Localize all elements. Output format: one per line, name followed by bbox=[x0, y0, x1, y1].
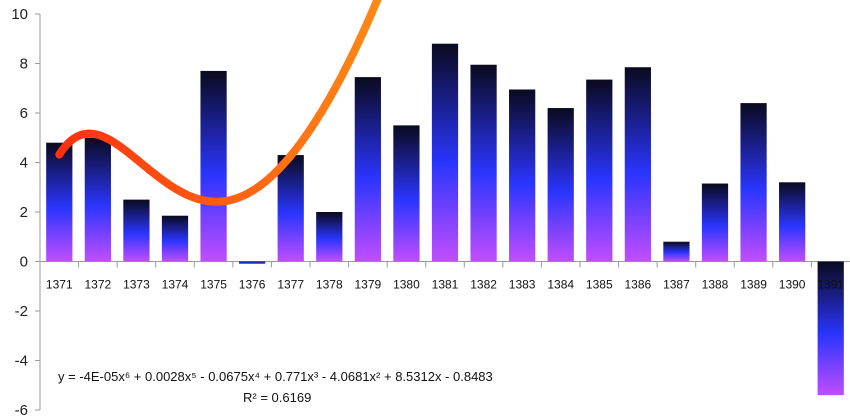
x-tick-label: 1372 bbox=[85, 278, 112, 292]
bar bbox=[316, 212, 343, 262]
bar bbox=[200, 70, 227, 262]
y-tick-label: 6 bbox=[20, 105, 28, 122]
y-tick-labels: -6 -4 -2 0 2 4 6 8 10 bbox=[11, 6, 40, 416]
bar bbox=[663, 241, 690, 262]
bar bbox=[431, 43, 459, 262]
x-tick-label: 1388 bbox=[702, 278, 729, 292]
y-tick-label: -6 bbox=[15, 402, 28, 416]
y-tick-label: 4 bbox=[20, 155, 28, 172]
bar bbox=[509, 89, 536, 262]
x-tick-label: 1376 bbox=[239, 278, 266, 292]
x-tick-label: 1374 bbox=[162, 278, 189, 292]
x-tick-label: 1385 bbox=[586, 278, 613, 292]
bar-series bbox=[46, 43, 844, 396]
bar bbox=[779, 182, 806, 262]
trendline-equation: y = -4E-05x⁶ + 0.0028x⁵ - 0.0675x⁴ + 0.7… bbox=[58, 369, 493, 384]
bar bbox=[123, 199, 150, 262]
y-tick-label: 10 bbox=[11, 6, 28, 23]
x-tick-label: 1375 bbox=[200, 278, 227, 292]
bar bbox=[84, 137, 111, 262]
trendline bbox=[55, 0, 382, 206]
bar bbox=[586, 79, 613, 262]
bar bbox=[393, 125, 420, 262]
bar bbox=[470, 64, 497, 262]
bar bbox=[701, 183, 729, 262]
category-labels: 1371 1372 1373 1374 1375 1376 1377 1378 1379 1380… bbox=[39, 261, 844, 292]
bar bbox=[354, 77, 381, 262]
y-tick-label: 2 bbox=[20, 204, 28, 221]
x-tick-label: 1371 bbox=[46, 278, 73, 292]
x-tick-label: 1383 bbox=[509, 278, 536, 292]
x-tick-label: 1379 bbox=[355, 278, 382, 292]
x-tick-label: 1378 bbox=[316, 278, 343, 292]
bar bbox=[46, 142, 73, 262]
y-tick-label: -2 bbox=[15, 303, 28, 320]
x-tick-label: 1390 bbox=[779, 278, 806, 292]
bar bbox=[547, 108, 574, 262]
y-tick-label: 8 bbox=[20, 56, 28, 73]
y-tick-label: -4 bbox=[15, 353, 28, 370]
x-tick-label: 1387 bbox=[663, 278, 690, 292]
bar bbox=[277, 155, 304, 262]
x-tick-label: 1382 bbox=[470, 278, 497, 292]
x-tick-label: 1373 bbox=[123, 278, 150, 292]
x-tick-label: 1380 bbox=[393, 278, 420, 292]
x-tick-label: 1384 bbox=[547, 278, 574, 292]
y-tick-label: 0 bbox=[20, 254, 28, 271]
x-tick-label: 1381 bbox=[432, 278, 459, 292]
trendline-r-squared: R² = 0.6169 bbox=[243, 390, 311, 405]
bar bbox=[624, 67, 651, 262]
bar bbox=[161, 215, 189, 262]
bar bbox=[817, 261, 844, 396]
x-tick-label: 1391 bbox=[817, 278, 844, 292]
bar bbox=[740, 103, 767, 262]
x-tick-label: 1386 bbox=[625, 278, 652, 292]
x-tick-label: 1389 bbox=[740, 278, 767, 292]
bar bbox=[239, 261, 266, 264]
x-tick-label: 1377 bbox=[277, 278, 304, 292]
